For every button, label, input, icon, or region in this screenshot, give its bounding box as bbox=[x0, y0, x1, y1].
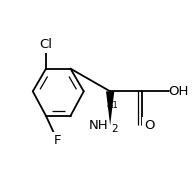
Text: F: F bbox=[54, 134, 61, 147]
Text: O: O bbox=[144, 119, 155, 132]
Text: Cl: Cl bbox=[40, 38, 52, 51]
Text: NH: NH bbox=[89, 119, 108, 132]
Text: 2: 2 bbox=[111, 124, 118, 134]
Text: OH: OH bbox=[169, 85, 189, 98]
Polygon shape bbox=[106, 91, 114, 125]
Text: &1: &1 bbox=[106, 101, 118, 110]
